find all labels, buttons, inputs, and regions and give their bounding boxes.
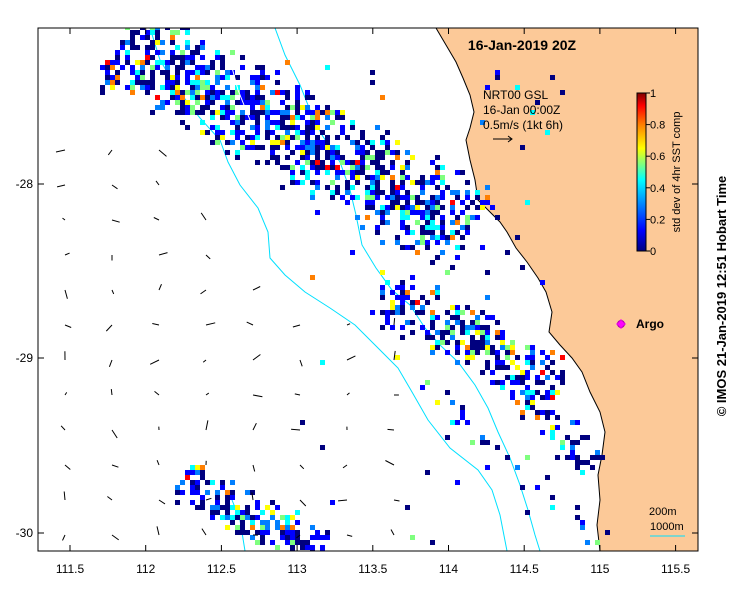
x-tick-label: 112 xyxy=(136,562,155,576)
sst-pixel-field xyxy=(100,28,610,551)
argo-label: Argo xyxy=(636,317,664,331)
boundary-line xyxy=(221,28,253,126)
colorbar-tick-label: 0.2 xyxy=(650,214,665,226)
current-vectors xyxy=(55,149,400,541)
overlay-line-1: NRT00 GSL xyxy=(483,88,548,102)
x-tick-label: 115.5 xyxy=(661,562,690,576)
x-tick-label: 113.5 xyxy=(358,562,387,576)
isobath-1000m xyxy=(149,28,508,551)
x-tick-label: 115 xyxy=(590,562,609,576)
colorbar-tick-label: 0.4 xyxy=(650,183,665,195)
overlay-line-3: 0.5m/s (1kt 6h) xyxy=(483,118,563,132)
y-axis: -28 -29 -30 xyxy=(16,177,698,540)
colorbar xyxy=(636,92,647,252)
overlay-line-2: 16-Jan 00:00Z xyxy=(483,103,560,117)
y-tick-label: -29 xyxy=(16,351,34,365)
map-date-title: 16-Jan-2019 20Z xyxy=(468,37,577,53)
y-tick-label: -28 xyxy=(16,177,34,191)
colorbar-tick-label: 1 xyxy=(650,88,656,100)
depth-legend-1000m: 1000m xyxy=(650,521,684,533)
colorbar-label: std dev of 4hr SST comp xyxy=(671,112,683,233)
colorbar-tick-label: 0 xyxy=(650,246,656,258)
colorbar-ticks: 0 0.2 0.4 0.6 0.8 1 xyxy=(646,88,665,258)
x-tick-label: 114 xyxy=(439,562,458,576)
colorbar-tick-label: 0.8 xyxy=(650,120,665,132)
x-tick-label: 111.5 xyxy=(56,562,85,576)
y-tick-label: -30 xyxy=(16,526,34,540)
scale-arrow xyxy=(493,135,513,143)
x-tick-label: 113 xyxy=(288,562,307,576)
plot-frame xyxy=(37,27,699,552)
imos-credit: © IMOS 21-Jan-2019 12:51 Hobart Time xyxy=(714,175,729,417)
colorbar-tick-label: 0.6 xyxy=(650,151,665,163)
depth-legend-200m: 200m xyxy=(649,506,677,518)
x-tick-label: 112.5 xyxy=(207,562,236,576)
x-tick-label: 114.5 xyxy=(510,562,539,576)
argo-float-marker xyxy=(616,319,626,329)
x-axis: 111.5 112 112.5 113 113.5 114 114.5 115 115.5 xyxy=(56,28,690,576)
